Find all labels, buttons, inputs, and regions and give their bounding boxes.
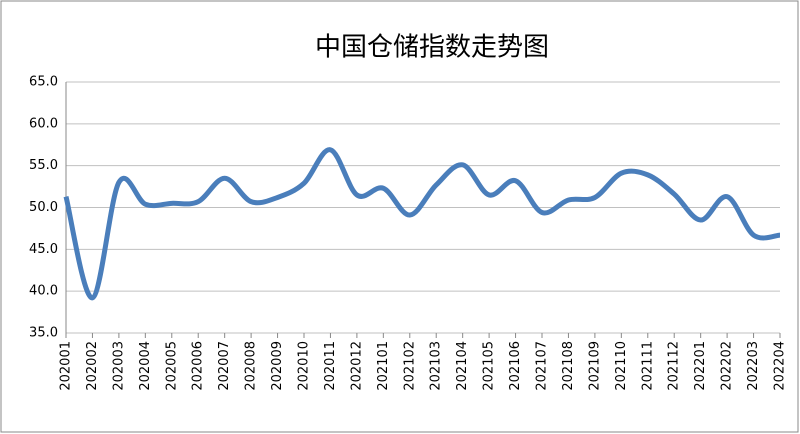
x-tick-label: 202005 xyxy=(164,341,179,391)
x-tick-label: 202111 xyxy=(640,341,655,391)
x-tick-label: 202201 xyxy=(693,341,708,391)
x-tick-label: 202001 xyxy=(59,341,74,391)
x-tick-label: 202112 xyxy=(667,341,682,391)
x-tick-label: 202203 xyxy=(746,341,761,391)
x-tick-label: 202006 xyxy=(191,341,206,391)
x-tick-label: 202106 xyxy=(508,341,523,391)
x-tick-label: 202202 xyxy=(720,341,735,391)
x-tick-label: 202109 xyxy=(587,341,602,391)
y-tick-label: 60.0 xyxy=(29,116,58,131)
chart-title: 中国仓储指数走势图 xyxy=(315,33,549,63)
y-tick-label: 50.0 xyxy=(29,200,58,215)
x-tick-label: 202107 xyxy=(535,341,550,391)
y-tick-label: 45.0 xyxy=(29,242,58,257)
x-tick-label: 202008 xyxy=(244,341,259,391)
x-tick-label: 202204 xyxy=(773,341,788,391)
y-tick-label: 55.0 xyxy=(29,158,58,173)
y-tick-label: 35.0 xyxy=(29,326,58,341)
y-tick-label: 40.0 xyxy=(29,284,58,299)
x-tick-label: 202003 xyxy=(111,341,126,391)
x-tick-label: 202105 xyxy=(482,341,497,391)
x-tick-label: 202102 xyxy=(402,341,417,391)
x-tick-label: 202103 xyxy=(429,341,444,391)
x-tick-label: 202104 xyxy=(455,341,470,391)
x-tick-label: 202002 xyxy=(85,341,100,391)
x-tick-label: 202007 xyxy=(217,341,232,391)
data-line xyxy=(63,147,781,301)
x-tick-label: 202101 xyxy=(376,341,391,391)
x-tick-label: 202004 xyxy=(138,341,153,391)
x-tick-label: 202012 xyxy=(349,341,364,391)
x-tick-label: 202108 xyxy=(561,341,576,391)
y-tick-label: 65.0 xyxy=(29,75,58,90)
x-tick-label: 202011 xyxy=(323,341,338,391)
x-tick-label: 202009 xyxy=(270,341,285,391)
x-tick-label: 202010 xyxy=(297,341,312,391)
x-tick-label: 202110 xyxy=(614,341,629,391)
